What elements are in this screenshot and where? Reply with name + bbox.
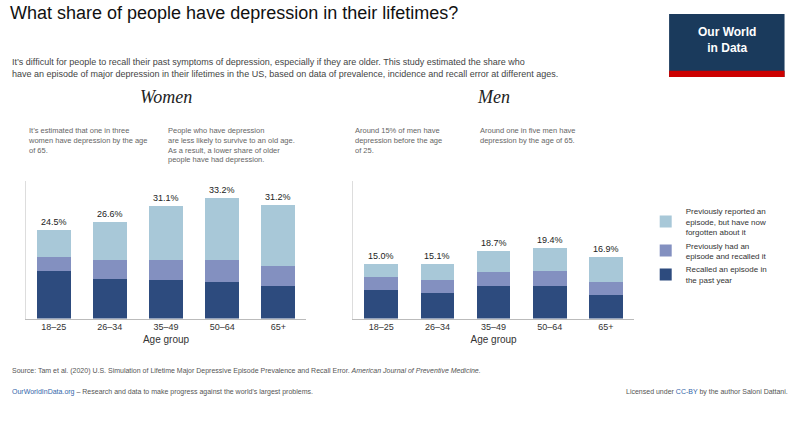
- svg-text:Age group: Age group: [471, 334, 518, 345]
- svg-text:Our Worldin Data: Our Worldin Data: [698, 25, 756, 55]
- svg-text:15.1%: 15.1%: [424, 251, 450, 261]
- svg-text:18–25: 18–25: [369, 322, 394, 332]
- svg-text:19.4%: 19.4%: [537, 235, 563, 245]
- svg-text:What share of people have depr: What share of people have depression in …: [10, 3, 458, 23]
- svg-text:31.2%: 31.2%: [265, 192, 291, 202]
- svg-text:It’s difficult for people to r: It’s difficult for people to recall thei…: [12, 57, 558, 79]
- svg-text:Licensed under CC-BY by the au: Licensed under CC-BY by the author Salon…: [626, 388, 788, 396]
- svg-text:Previously had anepisode and r: Previously had anepisode and recalled it: [686, 242, 767, 261]
- svg-text:65+: 65+: [598, 322, 613, 332]
- svg-text:Men: Men: [477, 87, 510, 107]
- svg-text:26–34: 26–34: [97, 322, 122, 332]
- svg-text:26–34: 26–34: [425, 322, 450, 332]
- svg-text:OurWorldInData.org – Research: OurWorldInData.org – Research and data t…: [12, 388, 313, 396]
- svg-text:15.0%: 15.0%: [368, 251, 394, 261]
- svg-text:24.5%: 24.5%: [41, 217, 67, 227]
- svg-text:18.7%: 18.7%: [481, 238, 507, 248]
- svg-text:35–49: 35–49: [153, 322, 178, 332]
- svg-text:18–25: 18–25: [41, 322, 66, 332]
- svg-text:Recalled an episode inthe past: Recalled an episode inthe past year: [686, 265, 767, 284]
- svg-text:35–49: 35–49: [481, 322, 506, 332]
- svg-text:Around 15% of men havedepressi: Around 15% of men havedepression before …: [355, 126, 442, 155]
- svg-text:31.1%: 31.1%: [153, 193, 179, 203]
- svg-text:Age group: Age group: [143, 334, 190, 345]
- svg-text:65+: 65+: [271, 322, 286, 332]
- svg-text:People who have depressionare: People who have depressionare less likel…: [168, 126, 295, 164]
- svg-text:16.9%: 16.9%: [593, 244, 619, 254]
- svg-text:Around one in five men havedep: Around one in five men havedepression by…: [480, 126, 575, 145]
- svg-text:26.6%: 26.6%: [97, 209, 123, 219]
- svg-text:Women: Women: [140, 87, 192, 107]
- svg-text:Source: Tam et al. (2020) U.S.: Source: Tam et al. (2020) U.S. Simulatio…: [12, 367, 481, 375]
- svg-text:33.2%: 33.2%: [209, 185, 235, 195]
- svg-text:50–64: 50–64: [210, 322, 235, 332]
- svg-text:50–64: 50–64: [537, 322, 562, 332]
- svg-text:Previously reported anepisode,: Previously reported anepisode, but have …: [686, 207, 766, 237]
- svg-text:It’s estimated that one in thr: It’s estimated that one in threewomen ha…: [28, 126, 147, 155]
